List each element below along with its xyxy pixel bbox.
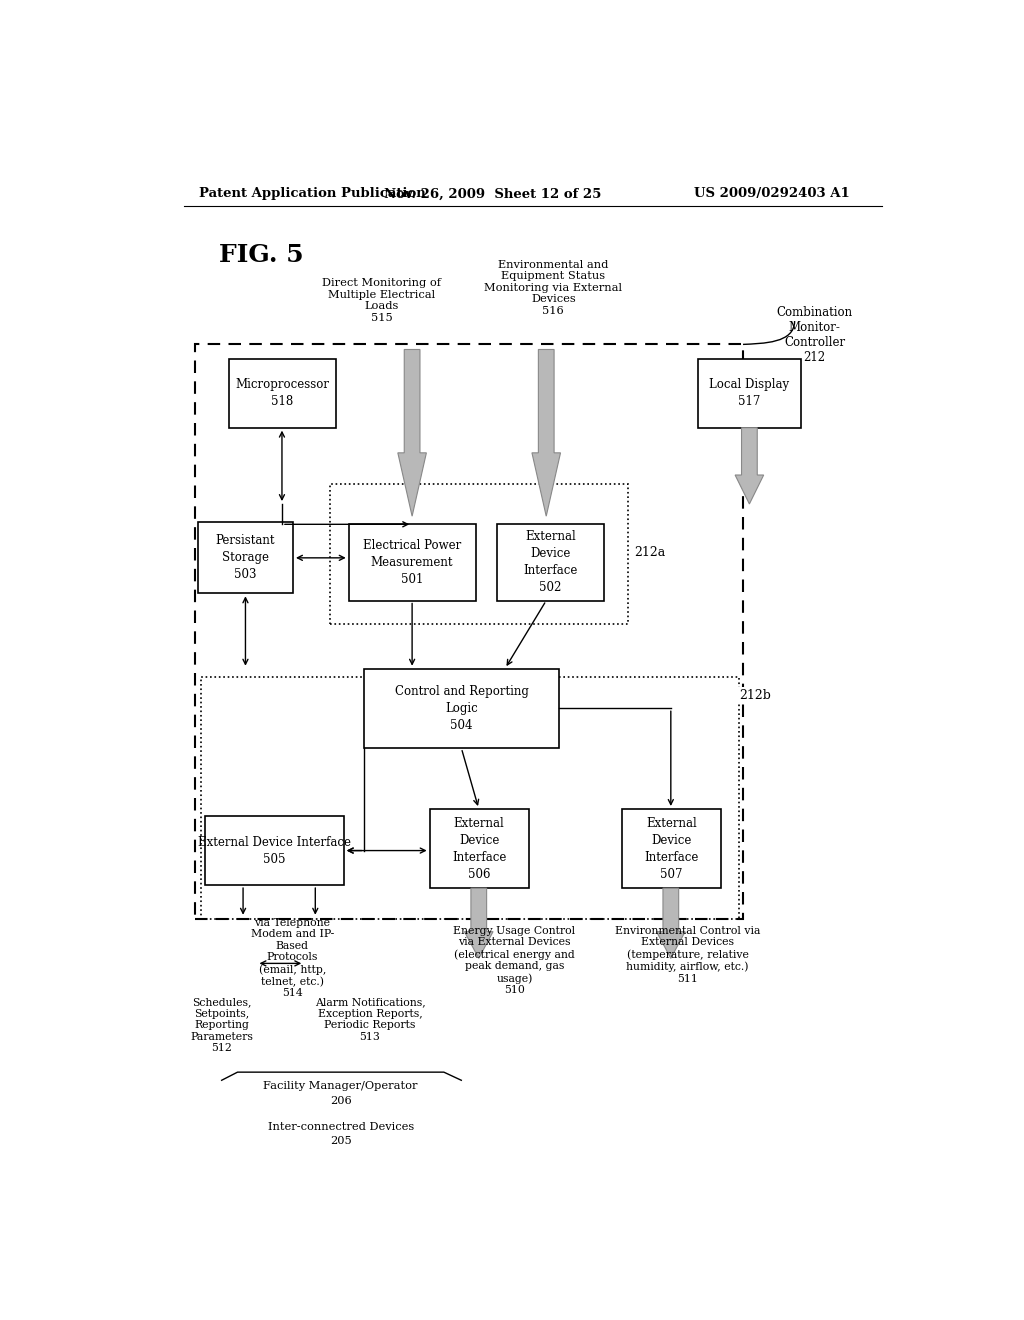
Bar	[201, 677, 739, 919]
Text: Electrical Power
Measurement
501: Electrical Power Measurement 501	[362, 539, 461, 586]
Text: Energy Usage Control
via External Devices
(electrical energy and
peak demand, ga: Energy Usage Control via External Device…	[454, 925, 575, 995]
Bar	[365, 669, 559, 748]
Text: FIG. 5: FIG. 5	[219, 243, 304, 267]
Text: Control and Reporting
Logic
504: Control and Reporting Logic 504	[395, 685, 528, 731]
Text: Alarm Notifications,
Exception Reports,
Periodic Reports
513: Alarm Notifications, Exception Reports, …	[314, 997, 425, 1041]
Polygon shape	[465, 888, 494, 958]
Polygon shape	[397, 350, 426, 516]
Polygon shape	[531, 350, 560, 516]
Bar	[348, 524, 475, 601]
Text: 212a: 212a	[634, 546, 666, 560]
Bar	[697, 359, 801, 428]
Text: Combination
Monitor-
Controller
212: Combination Monitor- Controller 212	[776, 306, 853, 364]
Bar	[205, 816, 344, 886]
Text: Facility Manager/Operator: Facility Manager/Operator	[263, 1081, 418, 1092]
Text: External
Device
Interface
502: External Device Interface 502	[523, 531, 578, 594]
Bar	[430, 809, 528, 888]
Text: Microprocessor
518: Microprocessor 518	[236, 379, 330, 408]
Polygon shape	[656, 888, 685, 958]
Text: 205: 205	[330, 1137, 351, 1146]
Bar	[198, 523, 293, 594]
Text: External Device Interface
505: External Device Interface 505	[198, 836, 351, 866]
Text: Inter-connectred Devices: Inter-connectred Devices	[267, 1122, 414, 1133]
Bar	[622, 809, 721, 888]
Text: Patent Application Publication: Patent Application Publication	[200, 187, 426, 201]
Text: 212b: 212b	[739, 689, 771, 701]
Bar	[196, 345, 743, 919]
Text: Environmental Control via
External Devices
(temperature, relative
humidity, airf: Environmental Control via External Devic…	[614, 925, 760, 983]
Text: US 2009/0292403 A1: US 2009/0292403 A1	[694, 187, 850, 201]
Text: External
Device
Interface
507: External Device Interface 507	[644, 817, 698, 880]
Text: 206: 206	[330, 1096, 351, 1106]
Text: via Telephone
Modem and IP-
Based
Protocols
(email, http,
telnet, etc.)
514: via Telephone Modem and IP- Based Protoc…	[251, 917, 334, 998]
Text: Environmental and
Equipment Status
Monitoring via External
Devices
516: Environmental and Equipment Status Monit…	[484, 260, 623, 315]
Bar	[331, 483, 628, 624]
Text: Persistant
Storage
503: Persistant Storage 503	[216, 535, 275, 581]
Text: Nov. 26, 2009  Sheet 12 of 25: Nov. 26, 2009 Sheet 12 of 25	[384, 187, 602, 201]
Text: Direct Monitoring of
Multiple Electrical
Loads
515: Direct Monitoring of Multiple Electrical…	[323, 279, 441, 323]
Bar	[497, 524, 604, 601]
Text: Schedules,
Setpoints,
Reporting
Parameters
512: Schedules, Setpoints, Reporting Paramete…	[190, 997, 253, 1053]
Polygon shape	[735, 428, 764, 504]
Text: Local Display
517: Local Display 517	[710, 379, 790, 408]
Text: External
Device
Interface
506: External Device Interface 506	[452, 817, 506, 880]
Bar	[228, 359, 336, 428]
